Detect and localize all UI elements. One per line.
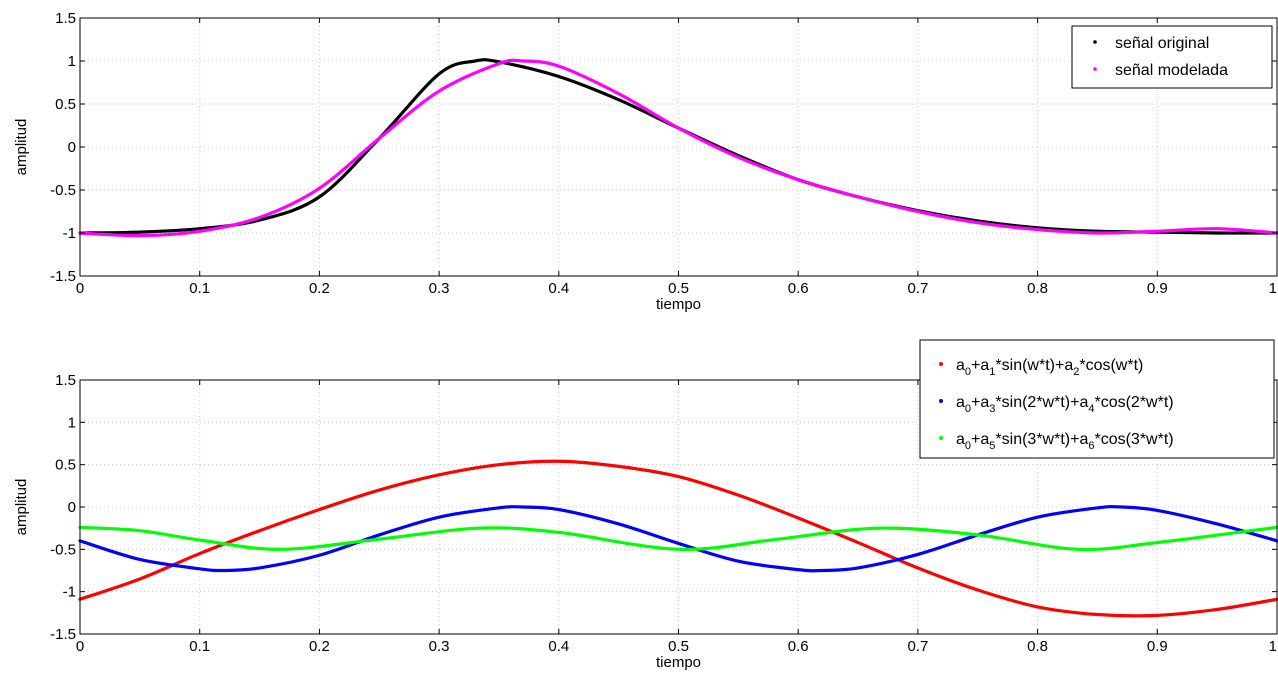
legend-marker xyxy=(1093,67,1097,71)
series-line-1 xyxy=(78,459,1278,618)
legend-entry: señal modelada xyxy=(1115,62,1228,79)
x-axis-label: tiempo xyxy=(656,296,701,313)
series-line-3 xyxy=(78,525,1278,552)
x-tick-label: 0.8 xyxy=(1027,638,1048,655)
y-tick-label: -1 xyxy=(63,584,76,601)
x-tick-label: 0.3 xyxy=(429,280,450,297)
series-line-1 xyxy=(78,58,1278,235)
x-tick-label: 0.9 xyxy=(1147,638,1168,655)
y-tick-label: -1.5 xyxy=(50,626,76,643)
x-tick-label: 0.1 xyxy=(189,280,210,297)
y-axis-label: amplitud xyxy=(13,119,30,176)
legend-box xyxy=(1071,25,1273,89)
x-tick-label: 0.4 xyxy=(548,280,569,297)
legend-top: señal original señal modelada xyxy=(1071,25,1273,89)
legend-entry: a0+a5*sin(3*w*t)+a6*cos(3*w*t) xyxy=(956,431,1174,452)
x-tick-label: 0.9 xyxy=(1147,280,1168,297)
y-tick-label: 0.5 xyxy=(55,96,76,113)
y-tick-label: 0.5 xyxy=(55,457,76,474)
x-tick-label: 0.4 xyxy=(548,638,569,655)
y-tick-label: -0.5 xyxy=(50,182,76,199)
legend-marker xyxy=(1093,40,1097,44)
series-line-2 xyxy=(78,505,1278,573)
y-tick-label: -1 xyxy=(63,225,76,242)
legend-marker xyxy=(939,399,943,403)
x-tick-label: 0.3 xyxy=(429,638,450,655)
legend-entry: señal original xyxy=(1115,35,1209,52)
legend-marker xyxy=(939,436,943,440)
x-tick-label: 0.5 xyxy=(668,638,689,655)
y-tick-label: 0 xyxy=(68,499,76,516)
legend-entry: a0+a3*sin(2*w*t)+a4*cos(2*w*t) xyxy=(956,394,1174,415)
y-tick-label: 1.5 xyxy=(55,372,76,389)
x-tick-label: 0.6 xyxy=(788,280,809,297)
legend-entry: a0+a1*sin(w*t)+a2*cos(w*t) xyxy=(956,357,1143,378)
legend-bottom: a0+a1*sin(w*t)+a2*cos(w*t) a0+a3*sin(2*w*… xyxy=(919,339,1275,459)
x-tick-label: 0.7 xyxy=(907,280,928,297)
x-tick-label: 0.5 xyxy=(668,280,689,297)
y-axis-label: amplitud xyxy=(13,479,30,536)
y-tick-label: 1.5 xyxy=(55,10,76,27)
x-tick-label: 0.6 xyxy=(788,638,809,655)
legend-box xyxy=(919,339,1275,459)
x-tick-label: 0.2 xyxy=(309,280,330,297)
x-tick-label: 0.7 xyxy=(907,638,928,655)
x-tick-label: 1 xyxy=(1269,638,1277,655)
y-tick-label: -0.5 xyxy=(50,541,76,558)
x-tick-label: 0 xyxy=(76,280,84,297)
x-tick-label: 0.2 xyxy=(309,638,330,655)
y-tick-label: 1 xyxy=(68,414,76,431)
series-line-2 xyxy=(78,58,1278,238)
legend-marker xyxy=(939,362,943,366)
y-tick-label: 1 xyxy=(68,53,76,70)
y-tick-label: -1.5 xyxy=(50,268,76,285)
y-tick-label: 0 xyxy=(68,139,76,156)
x-tick-label: 0.1 xyxy=(189,638,210,655)
x-tick-label: 0 xyxy=(76,638,84,655)
x-tick-label: 1 xyxy=(1269,280,1277,297)
x-axis-label: tiempo xyxy=(656,654,701,671)
x-tick-label: 0.8 xyxy=(1027,280,1048,297)
